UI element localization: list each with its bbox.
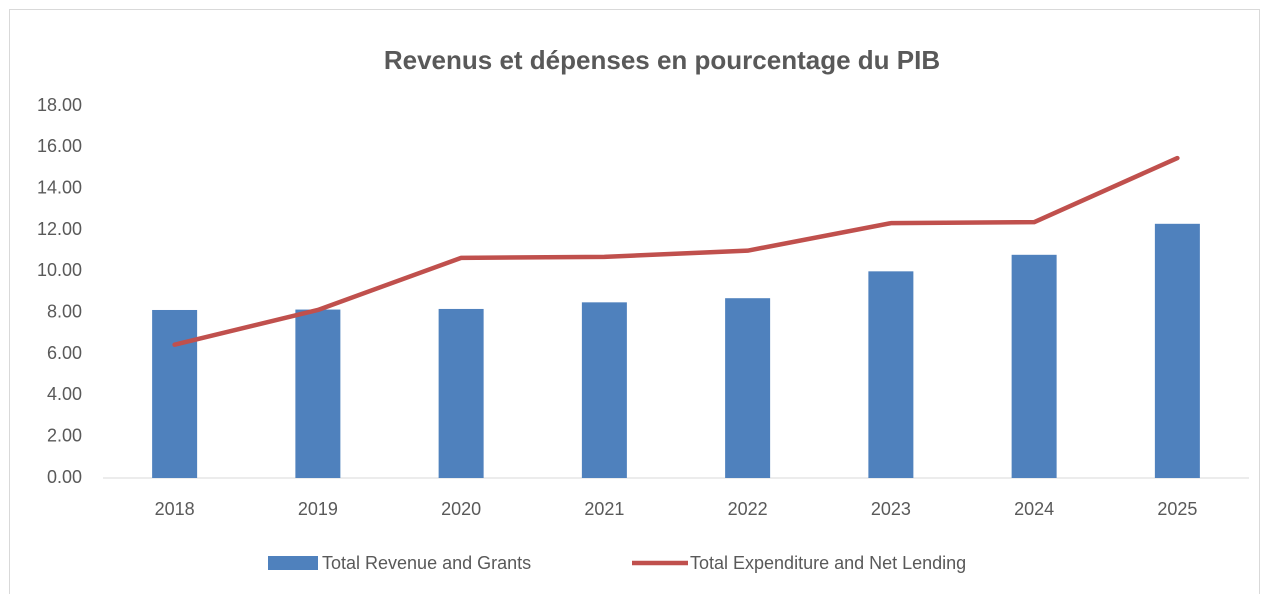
- legend-label: Total Revenue and Grants: [322, 553, 531, 573]
- bar: [1154, 223, 1200, 478]
- x-tick-label: 2020: [441, 499, 481, 519]
- bar: [868, 271, 914, 478]
- y-tick-label: 10.00: [37, 260, 82, 280]
- y-tick-label: 18.00: [37, 95, 82, 115]
- y-tick-label: 8.00: [47, 301, 82, 321]
- x-tick-label: 2024: [1014, 499, 1054, 519]
- legend-label: Total Expenditure and Net Lending: [690, 553, 966, 573]
- x-tick-label: 2022: [728, 499, 768, 519]
- bar: [725, 298, 771, 478]
- x-tick-label: 2025: [1157, 499, 1197, 519]
- chart-title: Revenus et dépenses en pourcentage du PI…: [384, 45, 940, 75]
- y-tick-label: 6.00: [47, 343, 82, 363]
- x-tick-label: 2019: [298, 499, 338, 519]
- bar: [152, 309, 198, 478]
- y-tick-label: 12.00: [37, 219, 82, 239]
- y-tick-label: 0.00: [47, 467, 82, 487]
- chart-border: [9, 9, 1260, 594]
- y-tick-label: 14.00: [37, 177, 82, 197]
- legend-swatch: [268, 556, 318, 570]
- y-tick-label: 16.00: [37, 136, 82, 156]
- line: [172, 155, 1180, 347]
- bar: [438, 308, 484, 478]
- x-tick-label: 2023: [871, 499, 911, 519]
- x-tick-label: 2018: [155, 499, 195, 519]
- bar: [1011, 254, 1057, 478]
- y-tick-label: 4.00: [47, 384, 82, 404]
- bar: [295, 309, 341, 478]
- y-tick-label: 2.00: [47, 425, 82, 445]
- bar: [581, 302, 627, 478]
- x-tick-label: 2021: [584, 499, 624, 519]
